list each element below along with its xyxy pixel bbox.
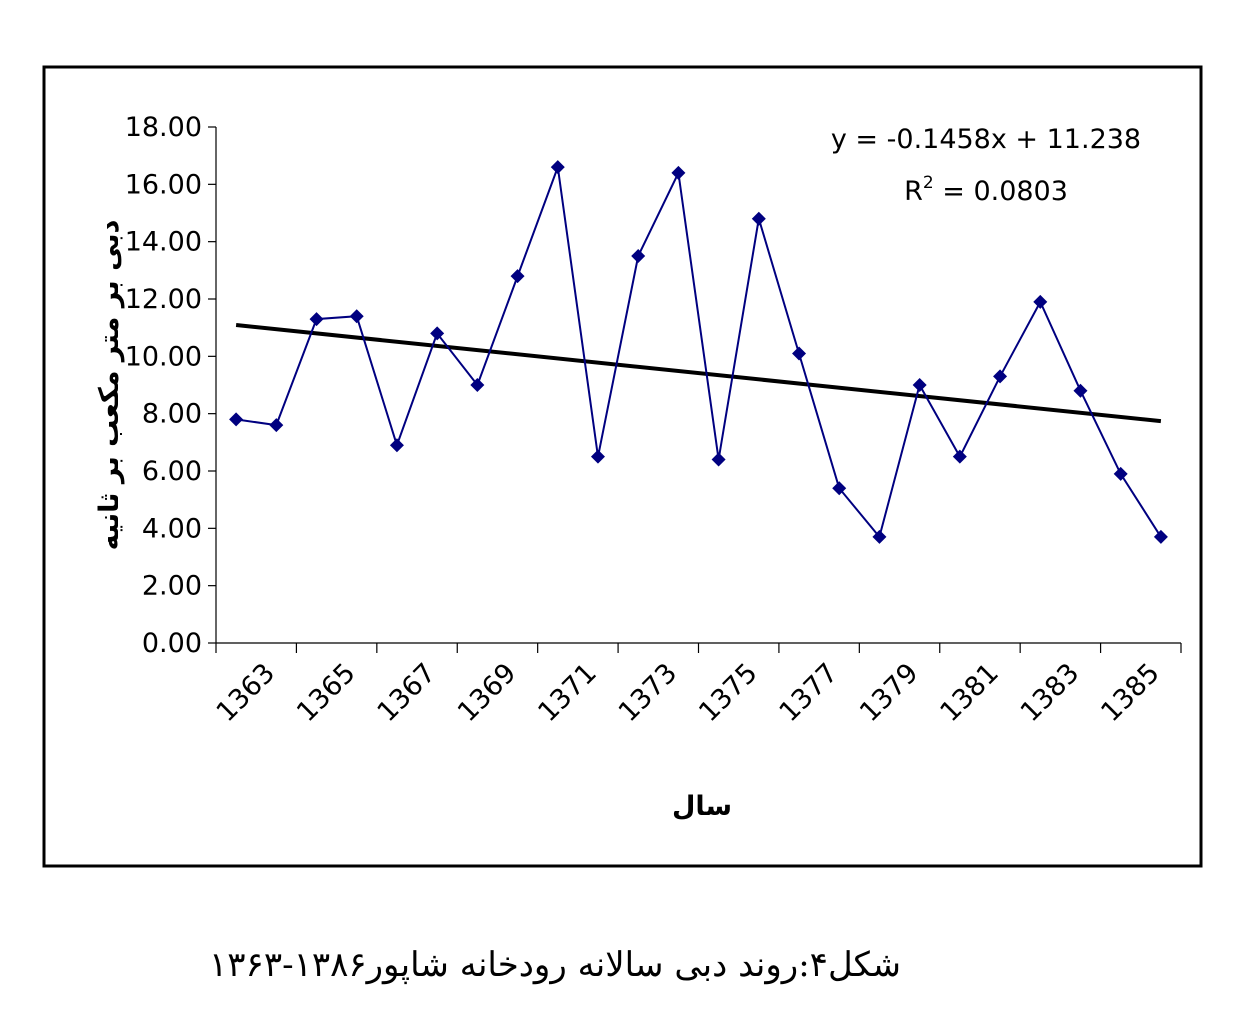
y-tick-label: 14.00 — [125, 227, 202, 258]
y-tick-label: 18.00 — [125, 112, 202, 143]
data-point-1373 — [631, 249, 646, 263]
data-point-1366 — [349, 309, 364, 324]
r2-superscript: 2 — [923, 173, 934, 193]
data-point-1375 — [711, 452, 726, 467]
data-point-1384 — [1073, 383, 1088, 398]
data-point-1381 — [952, 449, 967, 464]
series-markers — [229, 160, 1168, 544]
trendline-r2: R2 = 0.0803 — [904, 173, 1068, 207]
data-point-1380 — [912, 378, 927, 392]
data-point-1364 — [269, 418, 284, 433]
data-point-1363 — [229, 412, 244, 427]
y-tick-label: 0.00 — [142, 628, 202, 659]
data-point-1370 — [510, 269, 525, 284]
r2-symbol: R — [904, 176, 923, 207]
data-point-1378 — [832, 481, 847, 496]
data-point-1386 — [1153, 529, 1168, 544]
x-axis-title: سال — [672, 791, 732, 822]
trendline-equation: y = -0.1458x + 11.238 — [831, 124, 1141, 155]
data-point-1377 — [792, 346, 807, 361]
chart: 0.00 2.00 4.00 6.00 8.00 10.00 12.00 14.00 16.00… — [42, 65, 1203, 868]
y-axis-title: دبی بر متر مکعب بر ثانیه — [94, 220, 125, 551]
series-line — [235, 166, 1162, 540]
data-point-1382 — [993, 369, 1008, 384]
data-point-1379 — [872, 529, 887, 544]
data-point-1385 — [1113, 466, 1128, 481]
y-axis: 0.00 2.00 4.00 6.00 8.00 10.00 12.00 14.00 16.00… — [125, 112, 217, 659]
y-tick-label: 12.00 — [125, 284, 202, 315]
y-tick-label: 2.00 — [142, 571, 202, 602]
r2-value: = 0.0803 — [934, 176, 1068, 207]
y-tick-label: 16.00 — [125, 169, 202, 200]
series-polyline — [235, 166, 1162, 540]
y-tick-label: 6.00 — [142, 456, 202, 487]
trendline — [235, 323, 1162, 424]
data-point-1368 — [430, 326, 445, 341]
data-point-1376 — [751, 211, 766, 226]
y-tick-label: 8.00 — [142, 399, 202, 430]
figure-caption: شکل۴:روند دبی سالانه رودخانه شاپور۱۳۸۶-۱… — [209, 945, 901, 985]
y-tick-label: 10.00 — [125, 341, 202, 372]
data-point-1369 — [470, 378, 485, 392]
data-point-1365 — [309, 312, 324, 327]
data-point-1383 — [1033, 294, 1048, 309]
y-tick-label: 4.00 — [142, 513, 202, 544]
chart-border — [42, 65, 1203, 868]
data-point-1372 — [590, 449, 605, 464]
trendline-line — [235, 323, 1162, 424]
data-point-1371 — [550, 160, 565, 175]
data-point-1374 — [671, 165, 686, 180]
data-point-1367 — [389, 438, 404, 453]
